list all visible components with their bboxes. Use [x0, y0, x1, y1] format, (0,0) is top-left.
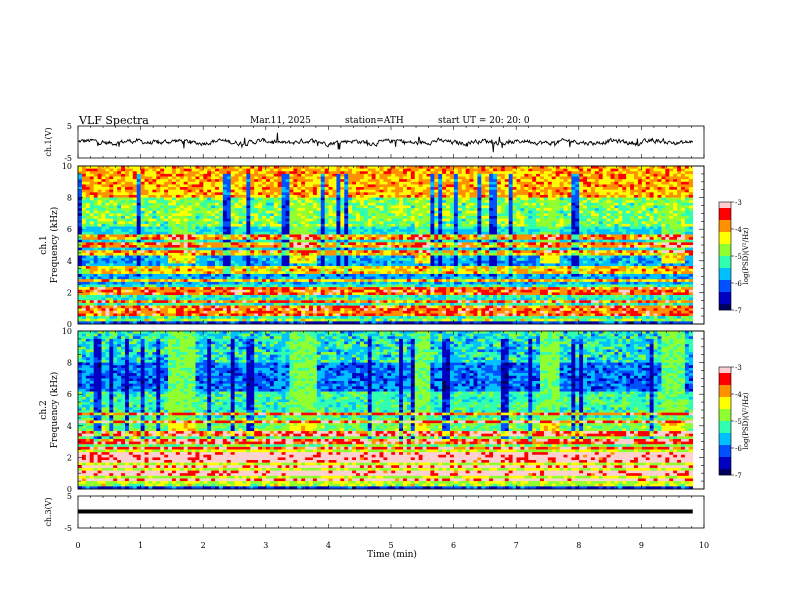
colorbar-tick-label: -6 [735, 280, 742, 288]
freq-tick-label: 4 [67, 257, 72, 266]
colorbar-tick-label: -4 [735, 391, 742, 399]
ch1-ytick-bottom: -5 [64, 154, 72, 163]
ch3-waveform-panel: 5 -5 ch.3(V) [44, 492, 705, 533]
ch3-ytick-bottom: -5 [64, 524, 72, 533]
ch1-ytick-top: 5 [67, 122, 72, 131]
freq-tick-label: 2 [67, 453, 72, 462]
ch1-spectrogram-image [78, 166, 694, 325]
time-axis-label: Time (min) [367, 549, 417, 560]
time-tick-label: 3 [263, 541, 268, 550]
colorbar-tick-label: -5 [735, 418, 742, 426]
freq-tick-label: 8 [67, 194, 72, 203]
freq-tick-label: 0 [67, 320, 72, 329]
ch2-colorbar: -3 -4 -5 -6 -7 log(PSD)(V²/Hz) [718, 364, 750, 480]
colorbar-tick-label: -3 [735, 199, 742, 207]
figure-title: VLF Spectra [78, 114, 149, 127]
colorbar-tick-label: -5 [735, 253, 742, 261]
date-label: Mar.11, 2025 [250, 116, 311, 126]
ch1-waveform-panel: 5 -5 ch.1(V) [44, 122, 705, 163]
time-tick-label: 2 [201, 541, 206, 550]
freq-tick-label: 10 [62, 327, 72, 336]
ch2-freq-ylabel: Frequency (kHz) [49, 372, 60, 449]
colorbar-tick-label: -3 [735, 364, 742, 372]
ch1-waveform-ylabel: ch.1(V) [44, 127, 53, 156]
freq-tick-label: 10 [62, 162, 72, 171]
ch1-colorbar-label: log(PSD)(V²/Hz) [742, 227, 750, 284]
ch1-spectrogram-panel: 0 2 4 6 8 10 ch.1 Frequency (kHz) [39, 162, 705, 329]
time-tick-label: 0 [75, 541, 80, 550]
freq-tick-label: 2 [67, 288, 72, 297]
freq-tick-label: 6 [67, 390, 72, 399]
ch1-freq-ylabel: Frequency (kHz) [49, 207, 60, 284]
ch1-channel-label: ch.1 [39, 235, 49, 254]
ch2-colorbar-label: log(PSD)(V²/Hz) [742, 392, 750, 449]
time-axis: 0 1 2 3 4 5 6 7 8 9 10 [75, 126, 709, 550]
colorbar-tick-label: -7 [735, 472, 742, 480]
time-tick-label: 1 [138, 541, 143, 550]
ch2-channel-label: ch.2 [39, 400, 49, 419]
time-tick-label: 4 [326, 541, 331, 550]
ch1-colorbar: -3 -4 -5 -6 -7 log(PSD)(V²/Hz) [718, 199, 750, 315]
time-tick-label: 6 [451, 541, 456, 550]
freq-tick-label: 8 [67, 359, 72, 368]
start-time-label: start UT = 20: 20: 0 [438, 116, 530, 126]
time-tick-label: 10 [699, 541, 709, 550]
freq-tick-label: 6 [67, 225, 72, 234]
freq-tick-label: 0 [67, 485, 72, 494]
time-tick-label: 7 [514, 541, 519, 550]
time-tick-label: 9 [639, 541, 644, 550]
freq-tick-label: 4 [67, 422, 72, 431]
ch2-spectrogram-image [78, 331, 694, 490]
ch3-waveform-ylabel: ch.3(V) [44, 497, 53, 526]
ch3-ytick-top: 5 [67, 492, 72, 501]
colorbar-tick-label: -6 [735, 445, 742, 453]
ch1-waveform-trace [77, 132, 694, 153]
station-label: station=ATH [345, 116, 404, 126]
ch2-spectrogram-panel: 0 2 4 6 8 10 ch.2 Frequency (kHz) [39, 327, 705, 494]
time-tick-label: 5 [388, 541, 393, 550]
colorbar-tick-label: -4 [735, 226, 742, 234]
time-tick-label: 8 [576, 541, 581, 550]
colorbar-tick-label: -7 [735, 307, 742, 315]
